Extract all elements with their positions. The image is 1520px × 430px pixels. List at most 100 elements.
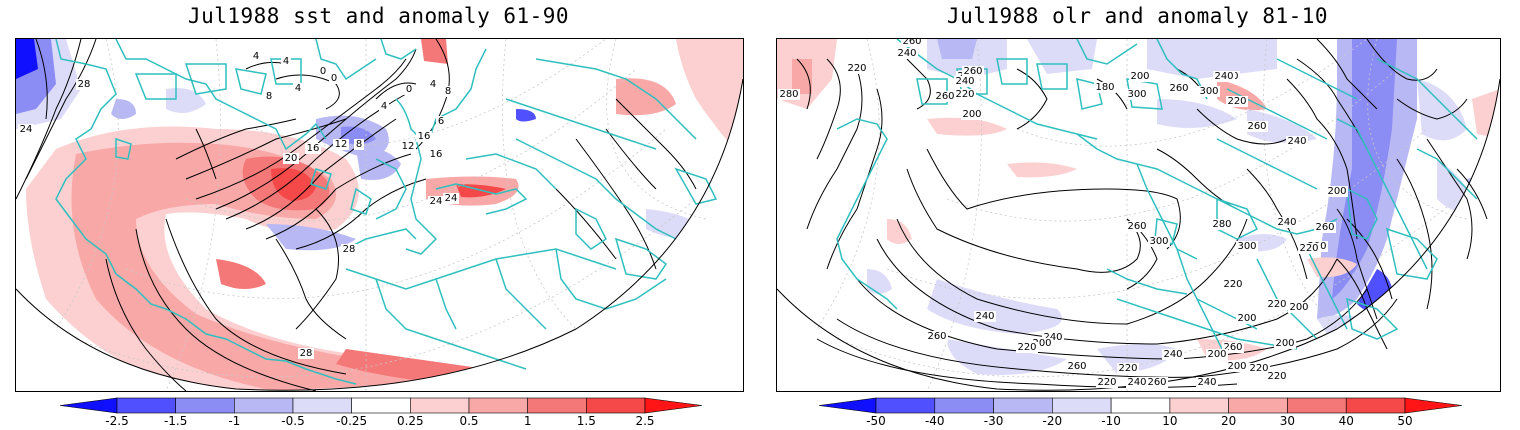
contour-label: 200	[962, 109, 981, 120]
contour-label: 260	[1247, 121, 1266, 132]
contour-label: 300	[1149, 236, 1168, 247]
contour-label: 220	[1249, 363, 1268, 374]
contour-label-bg	[428, 149, 444, 160]
colorbar-swatch	[468, 397, 528, 414]
contour-label-bg	[1198, 86, 1220, 97]
sst-anomaly-map: 24 28 4 4 0 0 4 8 4 0 4 8 6 12 16 8 20 16 12 16 24 24 28 28	[15, 38, 744, 392]
contour-label: 200	[1207, 349, 1226, 360]
colorbar-tick-label: 1	[523, 414, 532, 428]
contour-label: 4	[381, 101, 387, 112]
colorbar-swatch	[586, 397, 646, 414]
sst-anomaly-shading	[16, 39, 743, 391]
olr-contour-labels: 2802602402202002602402202602001802002202…	[778, 39, 1348, 388]
contour-label: 4	[283, 56, 289, 67]
contour-label: 16	[418, 131, 431, 142]
contour-label-bg	[1162, 349, 1184, 360]
contour-label-bg	[1146, 377, 1168, 388]
contour-label: 0	[320, 66, 326, 77]
contour-label-bg	[443, 193, 459, 204]
contour-label-bg	[896, 48, 918, 59]
colorbar-tick-label: -10	[1101, 414, 1121, 428]
contour-label: 4	[430, 79, 436, 90]
colorbar-swatch	[1404, 397, 1462, 414]
contour-label-bg	[416, 131, 432, 142]
contour-label-bg	[18, 124, 34, 135]
contour-label-bg	[400, 141, 416, 152]
contour-label: 200	[1032, 338, 1051, 349]
contour-label-bg	[1314, 222, 1336, 233]
contour-label-bg	[436, 116, 446, 127]
contour-label: 260	[1315, 222, 1334, 233]
contour-label-bg	[1206, 349, 1228, 360]
colorbar-tick-label: 20	[1221, 414, 1237, 428]
contour-label-bg	[1236, 313, 1258, 324]
colorbar-tick-label: 40	[1338, 414, 1354, 428]
contour-label-bg	[1246, 121, 1268, 132]
contour-label-bg	[341, 244, 357, 255]
contour-label: 4	[295, 83, 301, 94]
contour-label: 260	[1147, 377, 1166, 388]
colorbar-swatch	[234, 397, 294, 414]
contour-label: 220	[1118, 363, 1137, 374]
colorbar-tick-label: 50	[1397, 414, 1413, 428]
colorbar-tick-label: -20	[1042, 414, 1063, 428]
olr-colorbar-labels: -50 -40 -30 -20 -10 10 20 30 40 50	[819, 414, 1462, 430]
contour-label: 220	[955, 89, 974, 100]
contour-label-bg	[1094, 82, 1116, 93]
contour-label: 260	[1169, 83, 1188, 94]
contour-label: 260	[1127, 221, 1146, 232]
contour-label-bg	[1211, 219, 1233, 230]
contour-label-bg	[934, 91, 956, 102]
contour-label: 220	[1097, 377, 1116, 388]
colorbar-swatch	[1287, 397, 1347, 414]
contour-label: 200	[1237, 313, 1256, 324]
sst-colorbar-labels: -2.5 -1.5 -1 -0.5 -0.25 0.25 0.5 1 1.5 2.5	[60, 414, 702, 430]
contour-label: 300	[1127, 89, 1146, 100]
contour-label-bg	[1274, 338, 1296, 349]
contour-label-bg	[1148, 236, 1170, 247]
contour-label: 220	[1227, 96, 1246, 107]
contour-label-bg	[954, 89, 976, 100]
contour-label-bg	[1129, 71, 1151, 82]
contour-label-bg	[1126, 377, 1148, 388]
left-map-title: Jul1988 sst and anomaly 61-90	[187, 4, 570, 28]
contour-label-bg	[281, 56, 291, 67]
contour-label: 240	[1214, 71, 1233, 82]
colorbar-swatch	[1052, 397, 1112, 414]
contour-label: 220	[1017, 342, 1036, 353]
contour-label: 28	[78, 79, 91, 90]
olr-map-svg: 2802602402202002602402202602001802002202…	[777, 39, 1500, 391]
contour-label: 280	[1212, 219, 1231, 230]
contour-label-bg	[1222, 342, 1244, 353]
contour-label: 8	[266, 91, 272, 102]
contour-label-bg	[305, 143, 321, 154]
contour-label-bg	[251, 51, 261, 62]
contour-label-bg	[1222, 279, 1244, 290]
contour-label: 4	[253, 51, 259, 62]
contour-label: 220	[1299, 243, 1318, 254]
contour-label-bg	[1213, 71, 1235, 82]
contour-label: 16	[430, 149, 443, 160]
contour-label-bg	[318, 66, 328, 77]
contour-label-bg	[264, 91, 274, 102]
contour-label-bg	[76, 79, 92, 90]
colorbar-swatch	[1228, 397, 1288, 414]
contour-label-bg	[846, 63, 868, 74]
contour-label-bg	[1286, 136, 1308, 147]
contour-label: 300	[1199, 86, 1218, 97]
hemisphere-edge	[16, 78, 743, 391]
contour-label-bg	[298, 348, 314, 359]
contour-label: 200	[1275, 338, 1294, 349]
contour-label-bg	[961, 109, 983, 120]
contour-label: 240	[897, 48, 916, 59]
contour-label: 260	[1067, 361, 1086, 372]
contour-label-bg	[926, 331, 948, 342]
contour-label: 260	[963, 66, 982, 77]
contour-label: 240	[975, 311, 994, 322]
colorbar-tick-label: 2.5	[635, 414, 655, 428]
contour-label: 8	[356, 139, 362, 150]
contour-label: 240	[1163, 349, 1182, 360]
colorbar-swatch	[527, 397, 587, 414]
contour-label-bg	[333, 139, 349, 150]
